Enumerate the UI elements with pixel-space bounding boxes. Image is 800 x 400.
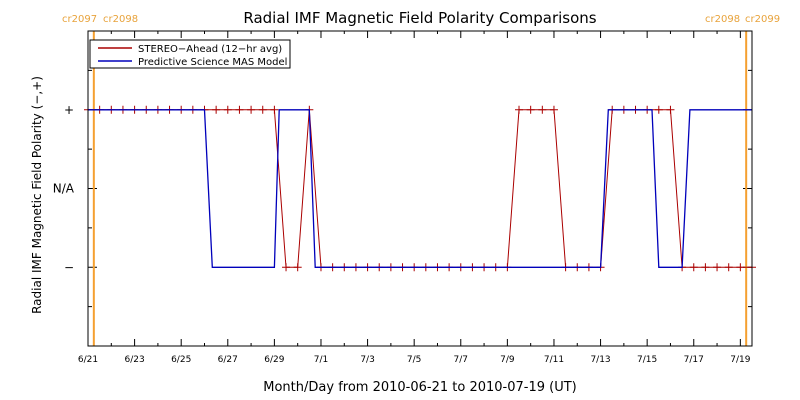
stereo-ahead-point — [724, 263, 733, 272]
x-tick-label: 7/17 — [684, 355, 704, 365]
chart-title: Radial IMF Magnetic Field Polarity Compa… — [243, 9, 596, 27]
y-axis-label: Radial IMF Magnetic Field Polarity (−,+) — [30, 76, 44, 314]
x-tick-label: 6/23 — [124, 355, 144, 365]
stereo-ahead-point — [689, 263, 698, 272]
stereo-ahead-point — [666, 105, 675, 114]
cr-marker-1-right-label: cr2098 — [103, 14, 138, 25]
y-tick-label: − — [64, 260, 74, 274]
x-tick-label: 7/11 — [544, 355, 564, 365]
legend-box — [89, 39, 291, 69]
x-tick-label: 7/19 — [730, 355, 750, 365]
x-tick-label: 6/27 — [218, 355, 238, 365]
stereo-ahead-point — [736, 263, 745, 272]
y-tick-label: + — [64, 103, 74, 117]
stereo-ahead-point — [282, 263, 291, 272]
legend-label-model: Predictive Science MAS Model — [138, 57, 287, 68]
x-tick-label: 6/29 — [264, 355, 284, 365]
stereo-ahead-point — [258, 105, 267, 114]
stereo-ahead-point — [549, 105, 558, 114]
stereo-ahead-point — [293, 263, 302, 272]
x-tick-label: 7/9 — [500, 355, 515, 365]
x-tick-label: 7/5 — [407, 355, 421, 365]
x-tick-label: 7/15 — [637, 355, 657, 365]
stereo-ahead-point — [538, 105, 547, 114]
legend: STEREO−Ahead (12−hr avg) Predictive Scie… — [89, 39, 291, 69]
stereo-ahead-point — [701, 263, 710, 272]
x-tick-label: 6/21 — [78, 355, 98, 365]
x-tick-label: 6/25 — [171, 355, 191, 365]
stereo-ahead-point — [247, 105, 256, 114]
mas-model-line — [88, 109, 752, 268]
cr-marker-2-left-label: cr2098 — [705, 14, 740, 25]
cr-marker-1-left-label: cr2097 — [62, 14, 97, 25]
stereo-ahead-point — [235, 105, 244, 114]
x-tick-label: 7/1 — [314, 355, 328, 365]
x-tick-label: 7/13 — [590, 355, 610, 365]
stereo-ahead-point — [223, 105, 232, 114]
x-tick-label: 7/7 — [454, 355, 468, 365]
stereo-ahead-point — [270, 105, 279, 114]
x-tick-label: 7/3 — [360, 355, 374, 365]
stereo-ahead-point — [515, 105, 524, 114]
stereo-ahead-point — [212, 105, 221, 114]
plot-frame — [87, 30, 753, 347]
stereo-ahead-point — [713, 263, 722, 272]
legend-label-stereo: STEREO−Ahead (12−hr avg) — [138, 44, 282, 55]
cr-marker-2-right-label: cr2099 — [745, 14, 780, 25]
stereo-ahead-point — [526, 105, 535, 114]
x-axis-label: Month/Day from 2010-06-21 to 2010-07-19 … — [263, 380, 576, 395]
stereo-ahead-point — [654, 105, 663, 114]
y-tick-label: N/A — [53, 182, 75, 196]
